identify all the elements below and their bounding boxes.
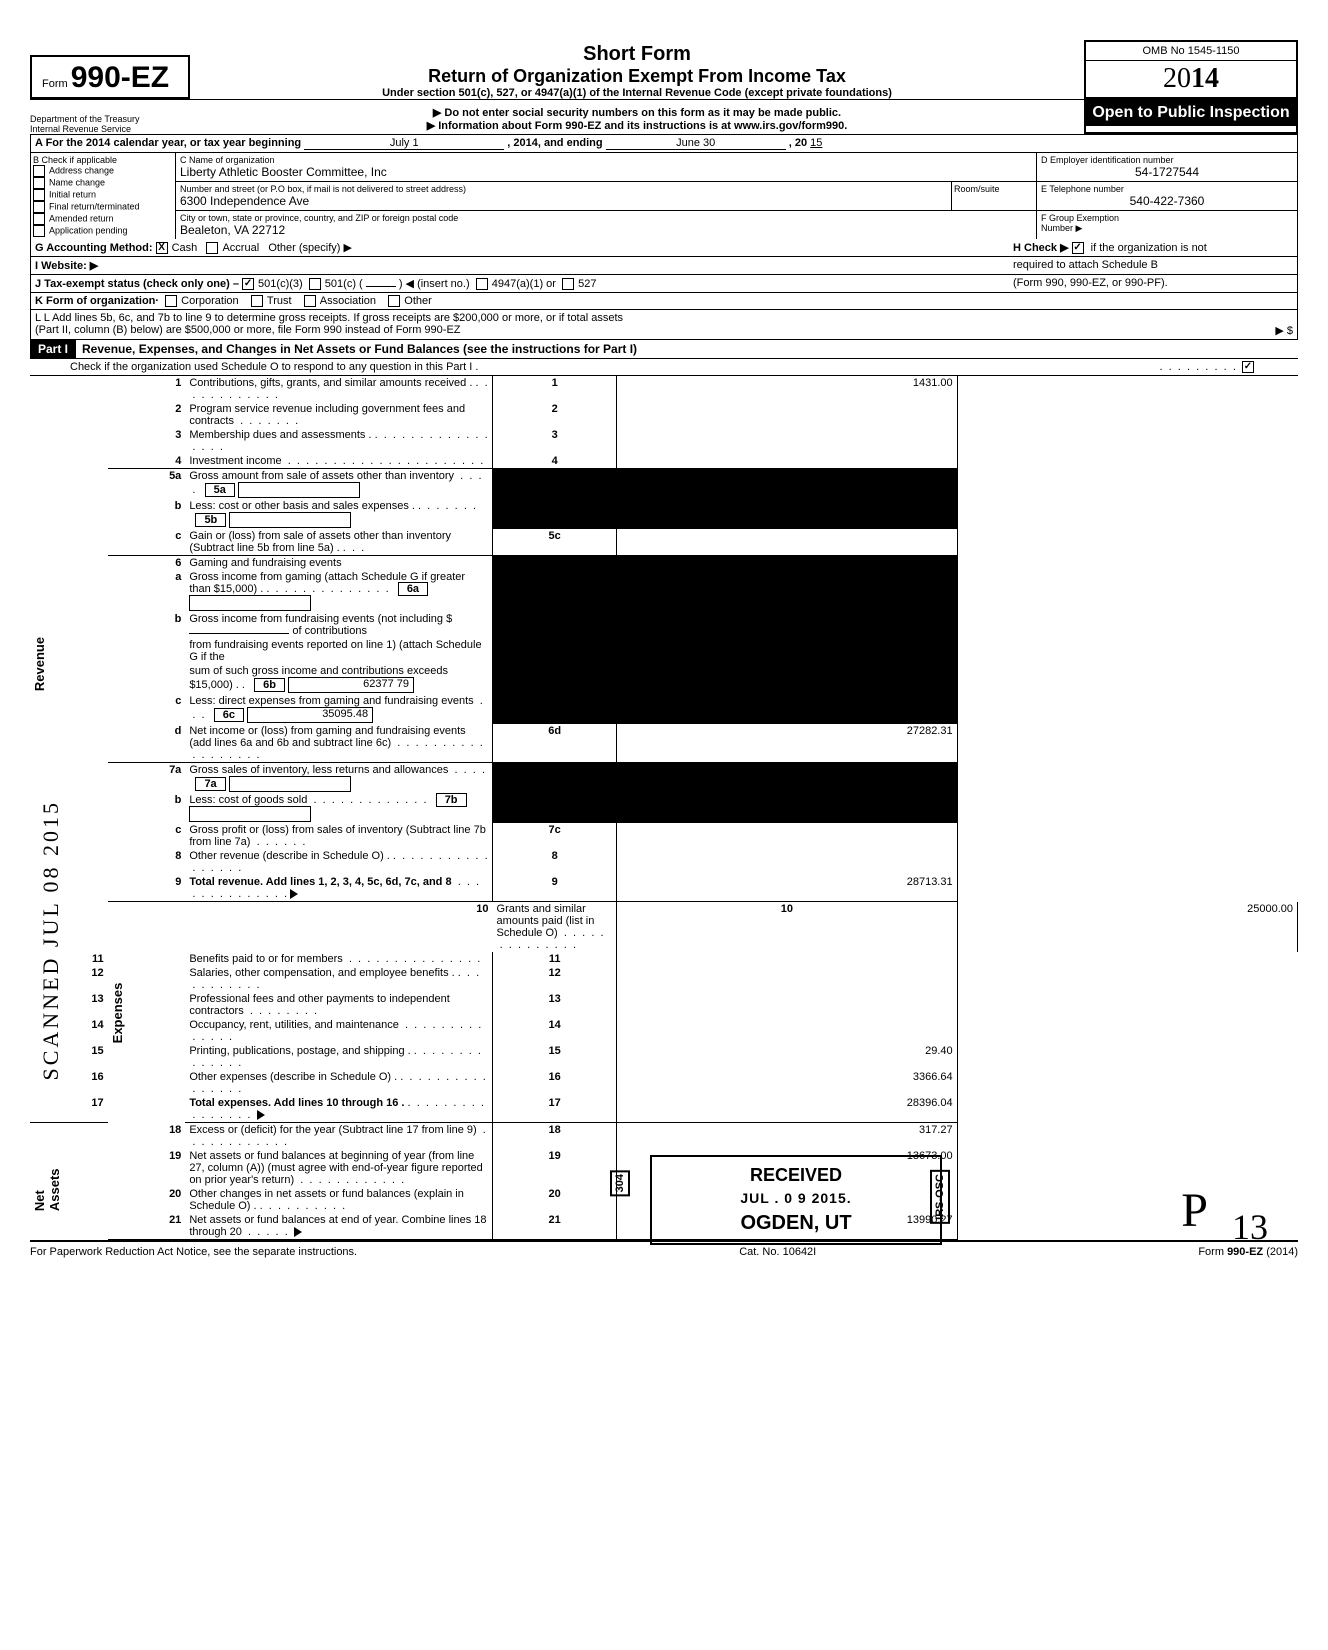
- checkbox-amended[interactable]: [33, 213, 45, 225]
- received-stamp: RECEIVED JUL . 0 9 2015. OGDEN, UT: [650, 1155, 942, 1245]
- entity-section: A For the 2014 calendar year, or tax yea…: [30, 134, 1298, 340]
- col-d: D Employer identification number 54-1727…: [1037, 153, 1297, 239]
- title-under-section: Under section 501(c), 527, or 4947(a)(1)…: [190, 87, 1084, 99]
- bcd-row: B Check if applicable Address change Nam…: [31, 153, 1297, 239]
- col-b: B Check if applicable Address change Nam…: [31, 153, 176, 239]
- checkbox-corporation[interactable]: [165, 295, 177, 307]
- part-1-table: Revenue 1Contributions, gifts, grants, a…: [30, 376, 1298, 1240]
- dept-box: Department of the Treasury Internal Reve…: [30, 100, 190, 134]
- checkbox-other-org[interactable]: [388, 295, 400, 307]
- tax-year: 2014: [1086, 61, 1296, 97]
- signature: P: [1181, 1183, 1208, 1238]
- expenses-label: Expenses: [110, 982, 125, 1043]
- checkbox-527[interactable]: [562, 278, 574, 290]
- title-return: Return of Organization Exempt From Incom…: [190, 66, 1084, 87]
- checkbox-501c[interactable]: [309, 278, 321, 290]
- part-1-check: Check if the organization used Schedule …: [30, 359, 1298, 376]
- line-l: L L Add lines 5b, 6c, and 7b to line 9 t…: [31, 310, 1297, 339]
- net-assets-label: Net Assets: [32, 1153, 62, 1211]
- form-prefix: Form: [42, 78, 68, 90]
- checkbox-application-pending[interactable]: [33, 225, 45, 237]
- line-a: A For the 2014 calendar year, or tax yea…: [31, 135, 1297, 153]
- line-i: I Website: ▶ required to attach Schedule…: [31, 257, 1297, 275]
- part-1-header: Part I Revenue, Expenses, and Changes in…: [30, 340, 1298, 359]
- header-row-2: Department of the Treasury Internal Reve…: [30, 99, 1298, 134]
- checkbox-schedule-o[interactable]: [1242, 361, 1254, 373]
- stamp-304: 304: [610, 1170, 630, 1196]
- scanned-stamp: SCANNED JUL 08 2015: [38, 800, 64, 1080]
- line-g: G Accounting Method: Cash Accrual Other …: [31, 239, 1297, 257]
- stamp-irs-osc: IRS-OSC: [930, 1170, 950, 1224]
- checkbox-final-return[interactable]: [33, 201, 45, 213]
- form-header: Form 990-EZ Short Form Return of Organiz…: [30, 40, 1298, 99]
- omb-number: OMB No 1545-1150: [1086, 42, 1296, 61]
- checkbox-initial-return[interactable]: [33, 189, 45, 201]
- revenue-label: Revenue: [32, 637, 47, 691]
- checkbox-address-change[interactable]: [33, 165, 45, 177]
- checkbox-501c3[interactable]: [242, 278, 254, 290]
- open-public-box: Open to Public Inspection: [1084, 100, 1298, 134]
- form-container: Form 990-EZ Short Form Return of Organiz…: [30, 40, 1298, 1258]
- checkbox-schedule-b[interactable]: [1072, 242, 1084, 254]
- form-number: 990-EZ: [71, 61, 169, 94]
- checkbox-accrual[interactable]: [206, 242, 218, 254]
- omb-year-box: OMB No 1545-1150 2014: [1084, 40, 1298, 99]
- line-k: K Form of organization· Corporation Trus…: [31, 293, 1297, 310]
- title-area: Short Form Return of Organization Exempt…: [190, 43, 1084, 99]
- checkbox-4947[interactable]: [476, 278, 488, 290]
- checkbox-association[interactable]: [304, 295, 316, 307]
- page-number: 13: [1232, 1206, 1268, 1248]
- checkbox-cash[interactable]: [156, 242, 168, 254]
- line-j: J Tax-exempt status (check only one) – 5…: [31, 275, 1297, 293]
- checkbox-name-change[interactable]: [33, 177, 45, 189]
- title-short-form: Short Form: [190, 43, 1084, 66]
- header-warnings: ▶ Do not enter social security numbers o…: [190, 100, 1084, 134]
- col-c: C Name of organization Liberty Athletic …: [176, 153, 1037, 239]
- form-number-box: Form 990-EZ: [30, 55, 190, 99]
- checkbox-trust[interactable]: [251, 295, 263, 307]
